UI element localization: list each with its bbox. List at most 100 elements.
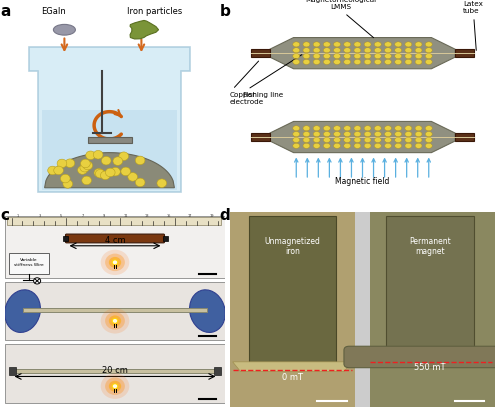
Circle shape bbox=[48, 166, 58, 175]
Circle shape bbox=[415, 143, 422, 148]
Circle shape bbox=[344, 126, 350, 131]
Circle shape bbox=[334, 132, 340, 137]
Circle shape bbox=[384, 48, 392, 53]
Polygon shape bbox=[270, 122, 455, 153]
FancyBboxPatch shape bbox=[66, 234, 164, 243]
Text: a: a bbox=[0, 5, 11, 20]
Circle shape bbox=[303, 137, 310, 142]
Bar bbox=[7, 217, 220, 225]
Bar bbox=[251, 49, 270, 57]
Circle shape bbox=[112, 259, 118, 265]
Circle shape bbox=[415, 59, 422, 64]
Text: 13: 13 bbox=[145, 214, 150, 218]
Text: c: c bbox=[0, 208, 10, 223]
Text: 7: 7 bbox=[82, 214, 84, 218]
Circle shape bbox=[293, 54, 300, 59]
Circle shape bbox=[405, 48, 412, 53]
Ellipse shape bbox=[190, 290, 225, 332]
Circle shape bbox=[54, 166, 64, 175]
Circle shape bbox=[364, 54, 371, 59]
Polygon shape bbox=[270, 37, 455, 69]
Circle shape bbox=[324, 143, 330, 148]
Circle shape bbox=[344, 143, 350, 148]
Circle shape bbox=[105, 254, 125, 271]
Bar bbox=[22, 308, 208, 312]
Circle shape bbox=[394, 132, 402, 137]
Circle shape bbox=[110, 167, 120, 176]
Circle shape bbox=[334, 54, 340, 59]
Bar bbox=[386, 215, 474, 352]
Circle shape bbox=[405, 137, 412, 142]
Circle shape bbox=[136, 178, 145, 187]
Circle shape bbox=[374, 126, 381, 131]
Circle shape bbox=[293, 126, 300, 131]
Text: Magnetic field: Magnetic field bbox=[336, 177, 390, 186]
Circle shape bbox=[344, 59, 350, 64]
Circle shape bbox=[405, 132, 412, 137]
Circle shape bbox=[415, 48, 422, 53]
Circle shape bbox=[112, 318, 118, 324]
Bar bbox=[354, 212, 370, 407]
Circle shape bbox=[344, 132, 350, 137]
Circle shape bbox=[364, 137, 371, 142]
Circle shape bbox=[313, 59, 320, 64]
Circle shape bbox=[324, 137, 330, 142]
Bar bbox=[5, 215, 225, 278]
Text: 9: 9 bbox=[103, 214, 106, 218]
Circle shape bbox=[94, 151, 103, 159]
Circle shape bbox=[354, 137, 361, 142]
Text: d: d bbox=[220, 208, 230, 223]
Circle shape bbox=[102, 156, 111, 165]
Circle shape bbox=[293, 48, 300, 53]
Circle shape bbox=[374, 143, 381, 148]
Circle shape bbox=[303, 54, 310, 59]
Ellipse shape bbox=[54, 24, 76, 35]
Bar bbox=[164, 236, 168, 241]
Bar bbox=[12, 369, 218, 373]
Circle shape bbox=[313, 48, 320, 53]
Circle shape bbox=[303, 59, 310, 64]
Circle shape bbox=[364, 126, 371, 131]
Circle shape bbox=[303, 48, 310, 53]
Circle shape bbox=[113, 319, 117, 323]
Circle shape bbox=[324, 54, 330, 59]
Circle shape bbox=[394, 48, 402, 53]
Circle shape bbox=[303, 42, 310, 47]
Circle shape bbox=[384, 137, 392, 142]
Circle shape bbox=[405, 54, 412, 59]
Polygon shape bbox=[42, 110, 176, 190]
Circle shape bbox=[293, 143, 300, 148]
Circle shape bbox=[415, 137, 422, 142]
Bar bbox=[5, 282, 225, 340]
Polygon shape bbox=[232, 362, 352, 371]
Circle shape bbox=[119, 152, 128, 161]
Circle shape bbox=[426, 54, 432, 59]
Circle shape bbox=[105, 378, 125, 395]
Circle shape bbox=[415, 126, 422, 131]
Circle shape bbox=[78, 166, 88, 174]
Circle shape bbox=[405, 143, 412, 148]
Circle shape bbox=[109, 315, 121, 326]
Circle shape bbox=[394, 126, 402, 131]
Circle shape bbox=[354, 132, 361, 137]
FancyBboxPatch shape bbox=[344, 346, 500, 368]
Text: EGaIn: EGaIn bbox=[41, 7, 66, 16]
Circle shape bbox=[394, 143, 402, 148]
Text: stiffness Wire: stiffness Wire bbox=[14, 264, 44, 268]
Circle shape bbox=[354, 143, 361, 148]
Circle shape bbox=[405, 42, 412, 47]
Text: Permanent
magnet: Permanent magnet bbox=[409, 237, 451, 256]
Bar bbox=[10, 253, 49, 274]
Circle shape bbox=[415, 42, 422, 47]
Circle shape bbox=[364, 132, 371, 137]
Circle shape bbox=[324, 48, 330, 53]
Circle shape bbox=[354, 59, 361, 64]
Text: 3: 3 bbox=[38, 214, 41, 218]
Circle shape bbox=[344, 42, 350, 47]
Circle shape bbox=[105, 312, 125, 330]
Circle shape bbox=[384, 42, 392, 47]
Circle shape bbox=[109, 381, 121, 392]
Circle shape bbox=[374, 54, 381, 59]
Circle shape bbox=[374, 42, 381, 47]
Circle shape bbox=[426, 143, 432, 148]
